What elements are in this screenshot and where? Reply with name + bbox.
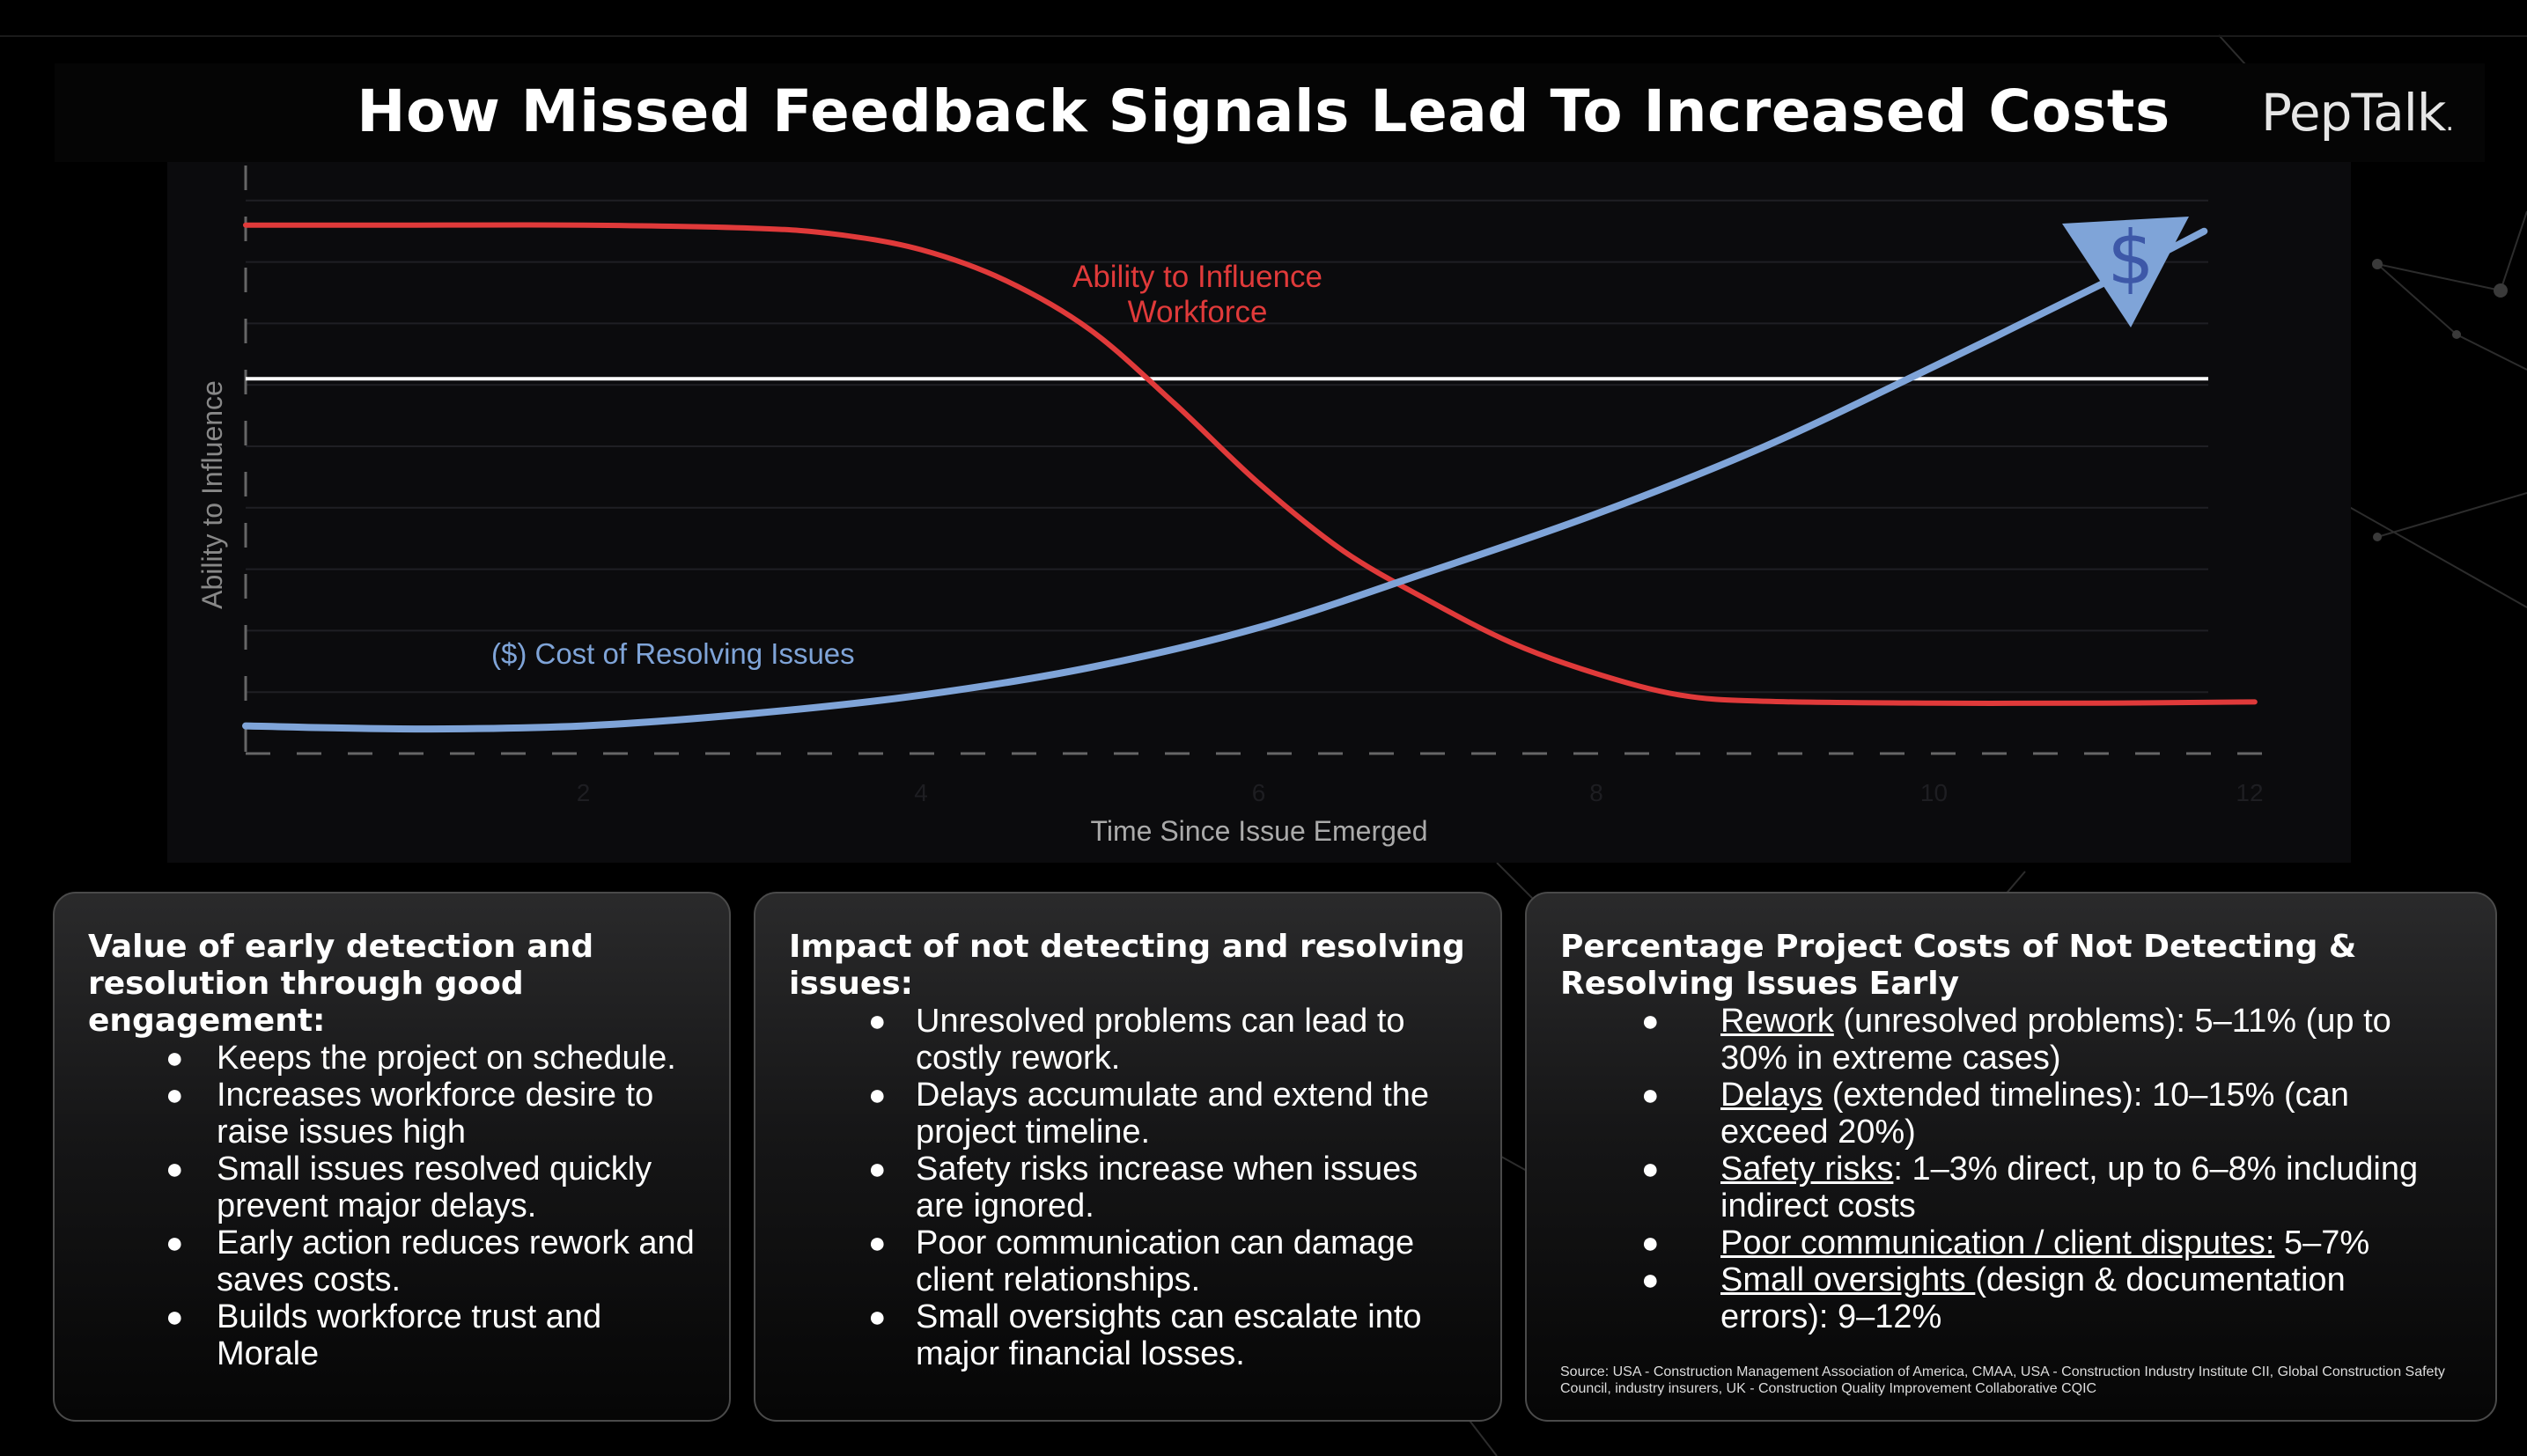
- bullet-icon: ●: [166, 1041, 184, 1075]
- bullet-icon: ●: [868, 1226, 887, 1260]
- list-item: ● Small issues resolved quickly prevent m…: [88, 1151, 696, 1224]
- list-item-text: Increases workforce desire to raise issu…: [217, 1077, 654, 1151]
- bullet-icon: ●: [1641, 1078, 1660, 1112]
- list-item: ● Rework (unresolved problems): 5–11% (up…: [1560, 1003, 2462, 1077]
- list-item-text: Poor communication can damage client rel…: [916, 1224, 1415, 1298]
- influence-series-label-line2: Workforce: [1128, 295, 1268, 329]
- chart-panel: [167, 162, 2351, 863]
- list-item-text: Small oversights can escalate into major…: [916, 1298, 1422, 1372]
- influence-series-label-line1: Ability to Influence: [1072, 260, 1322, 294]
- list-item-text: Unresolved problems can lead to costly r…: [916, 1003, 1405, 1077]
- x-tick-label: 12: [2236, 779, 2263, 806]
- bullet-icon: ●: [166, 1152, 184, 1186]
- cost-detail: (unresolved problems): 5–11% (up to 30% …: [1720, 1003, 2391, 1077]
- benefit-list: ● Keeps the project on schedule. ● Increas…: [88, 1040, 696, 1372]
- bullet-icon: ●: [1641, 1004, 1660, 1038]
- x-ticks: 2 4 6 8 10 12: [577, 779, 2264, 806]
- list-item: ● Safety risks: 1–3% direct, up to 6–8% i…: [1560, 1151, 2462, 1224]
- cost-detail: 5–7%: [2274, 1224, 2370, 1261]
- bullet-icon: ●: [868, 1078, 887, 1112]
- list-item: ● Unresolved problems can lead to costly …: [789, 1003, 1467, 1077]
- influence-line: [243, 222, 2258, 706]
- list-item: ● Early action reduces rework and saves c…: [88, 1224, 696, 1298]
- bullet-icon: ●: [1641, 1152, 1660, 1186]
- cost-term: Delays: [1720, 1077, 1823, 1114]
- card-title: Percentage Project Costs of Not Detectin…: [1560, 929, 2357, 1002]
- y-axis-label: Ability to Influence: [196, 380, 228, 609]
- cost-series-label: ($) Cost of Resolving Issues: [491, 637, 855, 670]
- source-citation: Source: USA - Construction Management As…: [1560, 1364, 2445, 1396]
- list-item: ● Small oversights can escalate into majo…: [789, 1298, 1467, 1372]
- cost-list: ● Rework (unresolved problems): 5–11% (up…: [1560, 1003, 2462, 1335]
- list-item: ● Poor communication can damage client re…: [789, 1224, 1467, 1298]
- list-item: ● Increases workforce desire to raise iss…: [88, 1077, 696, 1151]
- list-item: ● Builds workforce trust and Morale: [88, 1298, 696, 1372]
- bullet-icon: ●: [868, 1152, 887, 1186]
- x-tick-label: 4: [914, 779, 928, 806]
- list-item: ● Delays (extended timelines): 10–15% (ca…: [1560, 1077, 2462, 1151]
- bullet-icon: ●: [1641, 1263, 1660, 1297]
- bullet-icon: ●: [868, 1004, 887, 1038]
- cost-line: [242, 227, 2208, 733]
- cost-detail: (extended timelines): 10–15% (can exceed…: [1720, 1077, 2349, 1151]
- list-item-text: Early action reduces rework and saves co…: [217, 1224, 695, 1298]
- x-tick-label: 2: [577, 779, 591, 806]
- cost-detail: (design & documentation errors): 9–12%: [1720, 1261, 2346, 1335]
- dollar-icon: $: [2107, 215, 2154, 301]
- axes: [244, 165, 2272, 755]
- list-item: ● Poor communication / client disputes: 5…: [1560, 1224, 2462, 1261]
- impact-card: Impact of not detecting and resolving is…: [754, 892, 1502, 1422]
- early-detection-card: Value of early detection and resolution …: [53, 892, 731, 1422]
- logo-text: PepTalk: [2261, 83, 2446, 143]
- card-title: Impact of not detecting and resolving is…: [789, 929, 1465, 1002]
- page-title: How Missed Feedback Signals Lead To Incr…: [357, 77, 2170, 145]
- x-tick-label: 8: [1589, 779, 1603, 806]
- peptalk-logo: PepTalk.: [2261, 83, 2454, 143]
- cost-term: Rework: [1720, 1003, 1834, 1040]
- cost-term: Small oversights: [1720, 1261, 1976, 1298]
- list-item: ● Small oversights (design & documentatio…: [1560, 1261, 2462, 1335]
- cost-percentage-card: Percentage Project Costs of Not Detectin…: [1525, 892, 2497, 1422]
- x-tick-label: 10: [1920, 779, 1948, 806]
- cost-term: Poor communication / client disputes:: [1720, 1224, 2275, 1261]
- list-item-text: Keeps the project on schedule.: [217, 1040, 676, 1077]
- influence-cost-chart: 2 4 6 8 10 12 Ability to Influence Workforce …: [196, 165, 2272, 847]
- bullet-icon: ●: [166, 1226, 184, 1260]
- grid-lines: [246, 199, 2208, 694]
- cost-detail: : 1–3% direct, up to 6–8% including indi…: [1720, 1151, 2419, 1224]
- list-item-text: Safety risks increase when issues are ig…: [916, 1151, 1418, 1224]
- impact-list: ● Unresolved problems can lead to costly …: [789, 1003, 1467, 1372]
- top-divider: [0, 35, 2527, 37]
- list-item-text: Small issues resolved quickly prevent ma…: [217, 1151, 652, 1224]
- title-bar: [55, 63, 2485, 162]
- x-axis-label: Time Since Issue Emerged: [1091, 815, 1428, 847]
- cost-term: Safety risks: [1720, 1151, 1894, 1188]
- bullet-icon: ●: [166, 1300, 184, 1334]
- list-item: ● Safety risks increase when issues are i…: [789, 1151, 1467, 1224]
- list-item-text: Builds workforce trust and Morale: [217, 1298, 602, 1372]
- dollar-arrow-marker: $: [2062, 215, 2189, 327]
- logo-dot: .: [2445, 107, 2454, 137]
- x-tick-label: 6: [1252, 779, 1266, 806]
- bullet-icon: ●: [166, 1078, 184, 1112]
- card-title: Value of early detection and resolution …: [88, 929, 594, 1039]
- dollar-arrow-head: [2062, 217, 2189, 327]
- bullet-icon: ●: [1641, 1226, 1660, 1260]
- bullet-icon: ●: [868, 1300, 887, 1334]
- list-item: ● Delays accumulate and extend the projec…: [789, 1077, 1467, 1151]
- list-item-text: Delays accumulate and extend the project…: [916, 1077, 1430, 1151]
- list-item: ● Keeps the project on schedule.: [88, 1040, 696, 1077]
- series-lines: [242, 222, 2258, 733]
